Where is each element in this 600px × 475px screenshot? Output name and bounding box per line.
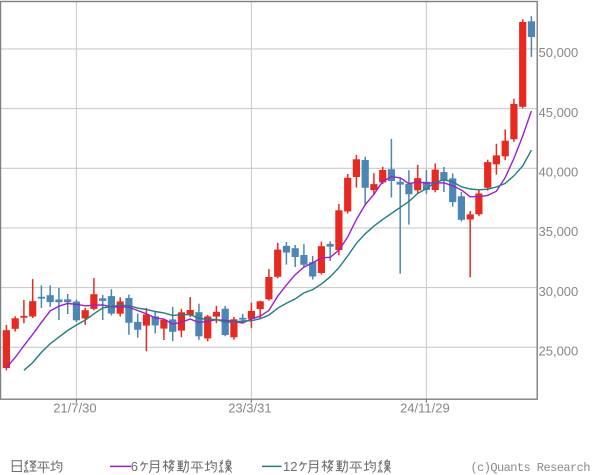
svg-text:35,000: 35,000 — [539, 224, 579, 239]
svg-text:(c)Quants Research: (c)Quants Research — [471, 461, 591, 475]
svg-text:23/3/31: 23/3/31 — [228, 401, 271, 416]
svg-text:12: 12 — [283, 459, 297, 474]
svg-text:50,000: 50,000 — [539, 45, 579, 60]
svg-text:6: 6 — [131, 459, 138, 474]
svg-text:21/7/30: 21/7/30 — [53, 401, 96, 416]
svg-text:24/11/29: 24/11/29 — [400, 401, 450, 416]
svg-text:25,000: 25,000 — [539, 344, 579, 359]
svg-text:45,000: 45,000 — [539, 105, 579, 120]
svg-text:40,000: 40,000 — [539, 165, 579, 180]
svg-text:30,000: 30,000 — [539, 284, 579, 299]
